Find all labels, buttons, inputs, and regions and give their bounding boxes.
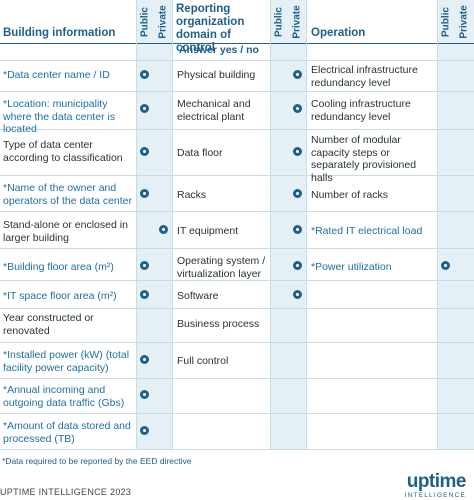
row-divider	[0, 60, 474, 61]
domain-row-data-floor: Data floor	[177, 147, 223, 159]
source-credit: UPTIME INTELLIGENCE 2023	[0, 487, 132, 497]
operation-row-number-of-racks: Number of racks	[311, 189, 389, 201]
private-column-shade-3	[455, 0, 474, 450]
public-marker-icon	[140, 189, 149, 198]
operation-row-power-utilization: *Power utilization	[311, 261, 392, 273]
public-header-3: Public	[437, 0, 455, 44]
public-marker-icon	[140, 426, 149, 435]
domain-header: Reporting organization domain of control	[176, 3, 245, 54]
row-divider	[0, 129, 474, 130]
column-divider	[172, 0, 173, 450]
row-divider	[0, 175, 474, 176]
public-column-shade-3	[437, 0, 455, 450]
domain-row-business-process: Business process	[177, 318, 260, 330]
uptime-logo: uptime INTELLIGENCE	[404, 471, 467, 500]
operation-row-electrical-redundancy: Electrical infrastructure redundancy lev…	[311, 64, 418, 89]
building-row-it-space: *IT space floor area (m²)	[3, 290, 117, 302]
row-divider	[0, 378, 474, 379]
public-marker-icon	[140, 104, 149, 113]
building-row-owner: *Name of the owner and operators of the …	[3, 182, 132, 207]
domain-row-physical-building: Physical building	[177, 69, 256, 81]
building-row-data-stored: *Amount of data stored and processed (TB…	[3, 420, 131, 445]
building-row-data-center-name: *Data center name / ID	[3, 69, 110, 81]
column-divider	[270, 0, 271, 450]
operation-row-modular-capacity: Number of modular capacity steps or sepa…	[311, 134, 417, 184]
public-marker-icon	[140, 355, 149, 364]
logo-subtitle: INTELLIGENCE	[404, 492, 466, 499]
public-marker-icon	[140, 70, 149, 79]
domain-row-racks: Racks	[177, 189, 207, 201]
public-column-shade-2	[270, 0, 288, 450]
building-row-stand-alone: Stand-alone or enclosed in larger buildi…	[3, 219, 128, 244]
public-header: Public	[136, 0, 154, 44]
private-marker-icon	[159, 225, 168, 234]
logo-wordmark: uptime	[406, 471, 467, 492]
private-marker-icon	[293, 147, 302, 156]
private-marker-icon	[293, 225, 302, 234]
public-marker-icon	[441, 261, 450, 270]
building-row-year: Year constructed or renovated	[3, 312, 94, 337]
private-marker-icon	[293, 70, 302, 79]
row-divider	[0, 248, 474, 249]
row-divider	[0, 413, 474, 414]
domain-row-software: Software	[177, 290, 219, 302]
row-divider	[0, 211, 474, 212]
domain-row-mechanical: Mechanical and electrical plant	[177, 98, 251, 123]
row-divider	[0, 280, 474, 281]
header-divider	[0, 43, 474, 44]
building-row-type: Type of data center according to classif…	[3, 139, 123, 164]
operation-row-rated-it-load: *Rated IT electrical load	[311, 225, 423, 237]
building-row-data-traffic: *Annual incoming and outgoing data traff…	[3, 384, 125, 409]
public-header-2: Public	[270, 0, 288, 44]
private-marker-icon	[293, 189, 302, 198]
building-row-installed-power: *Installed power (kW) (total facility po…	[3, 349, 130, 374]
footnote: *Data required to be reported by the EED…	[2, 456, 192, 466]
building-info-header: Building information	[3, 27, 116, 39]
public-marker-icon	[140, 147, 149, 156]
public-column-shade	[136, 0, 154, 450]
row-divider	[0, 91, 474, 92]
domain-row-it-equipment: IT equipment	[177, 225, 239, 237]
operation-row-cooling-redundancy: Cooling infrastructure redundancy level	[311, 98, 411, 123]
domain-row-operating-system: Operating system / virtualization layer	[177, 255, 266, 280]
building-row-location: *Location: municipality where the data c…	[3, 98, 116, 135]
row-divider	[0, 308, 474, 309]
domain-row-full-control: Full control	[177, 355, 229, 367]
column-divider	[306, 0, 307, 450]
private-marker-icon	[293, 290, 302, 299]
row-divider	[0, 449, 474, 450]
private-header-3: Private	[455, 0, 473, 44]
answer-yes-no-label: Answer yes / no	[179, 44, 259, 56]
private-marker-icon	[293, 261, 302, 270]
public-marker-icon	[140, 261, 149, 270]
building-row-floor-area: *Building floor area (m²)	[3, 261, 114, 273]
row-divider	[0, 342, 474, 343]
public-marker-icon	[140, 290, 149, 299]
private-marker-icon	[293, 104, 302, 113]
private-header-2: Private	[288, 0, 306, 44]
public-marker-icon	[140, 390, 149, 399]
private-header: Private	[154, 0, 172, 44]
operation-header: Operation	[311, 27, 366, 39]
column-divider	[136, 0, 137, 450]
column-divider	[437, 0, 438, 450]
